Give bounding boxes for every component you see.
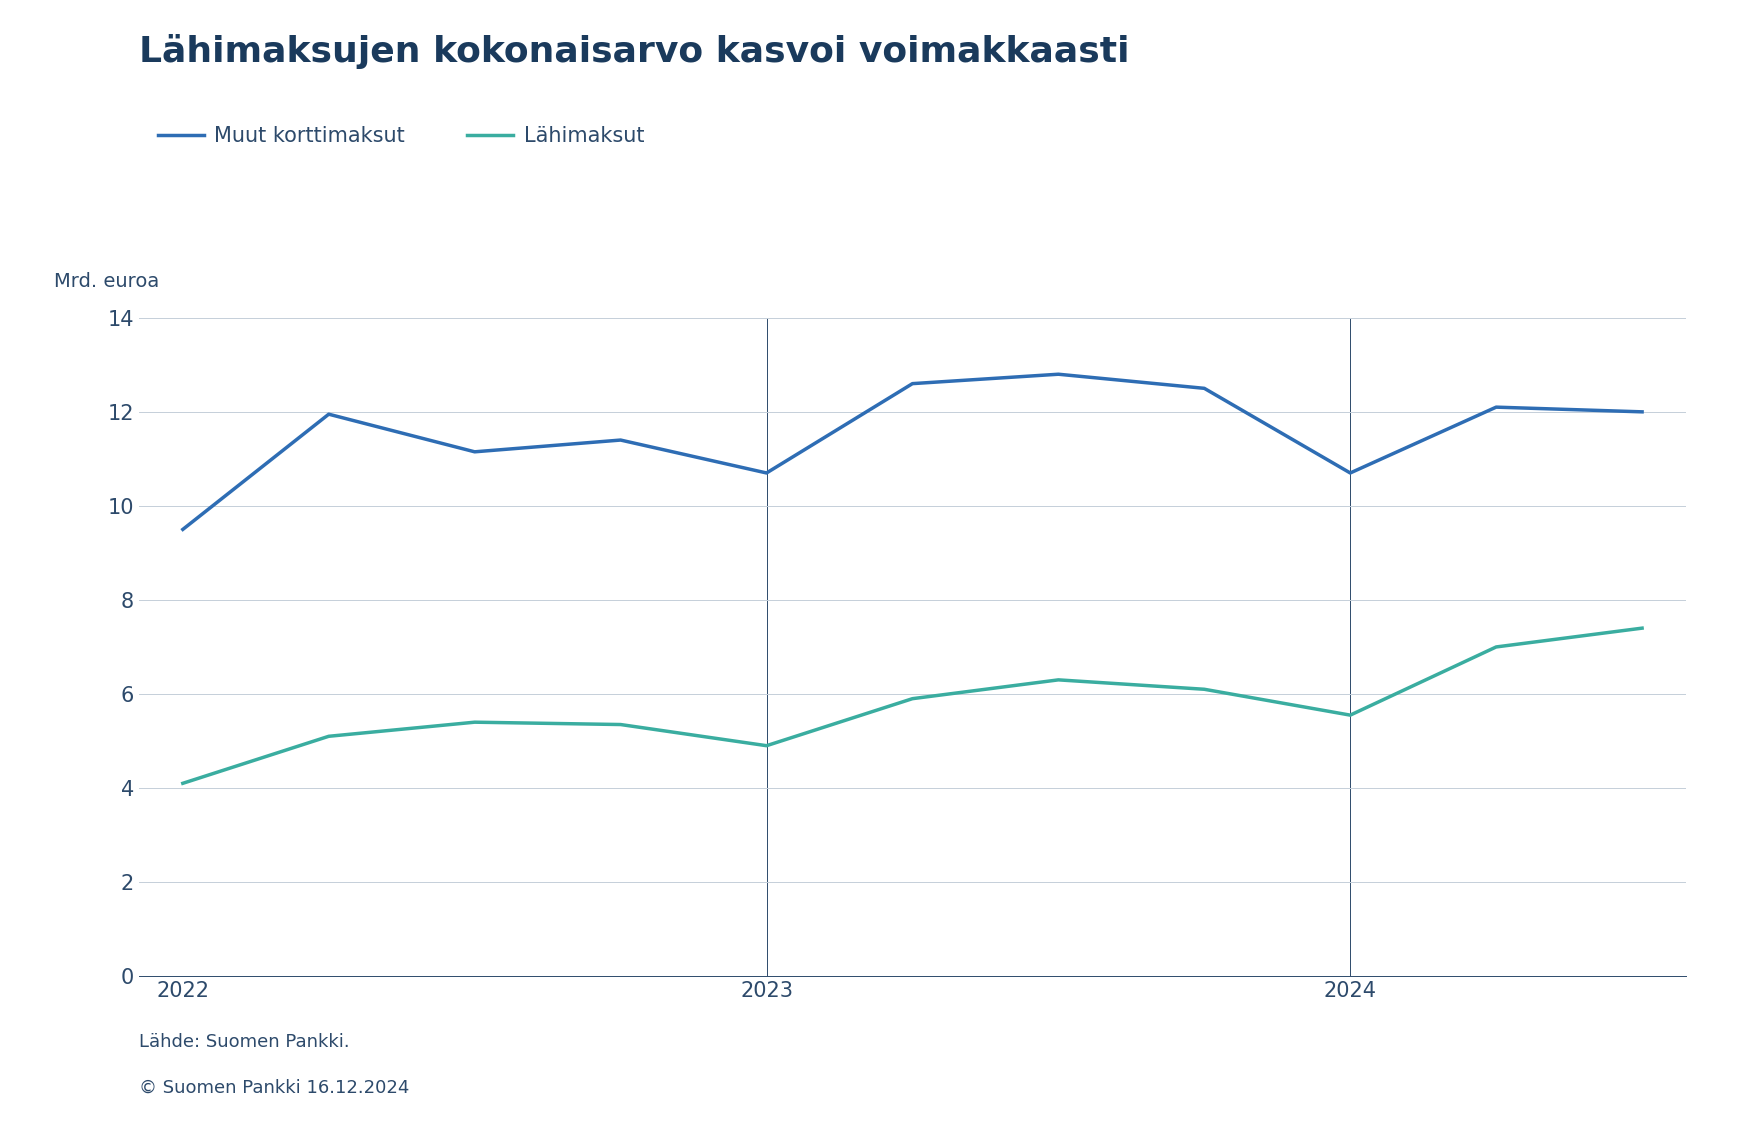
Muut korttimaksut xyxy=(1194,381,1215,395)
Lähimaksut xyxy=(610,717,631,731)
Lähimaksut xyxy=(902,692,923,706)
Line: Muut korttimaksut: Muut korttimaksut xyxy=(182,375,1642,529)
Muut korttimaksut xyxy=(1048,368,1069,381)
Muut korttimaksut xyxy=(902,377,923,390)
Text: Mrd. euroa: Mrd. euroa xyxy=(54,272,160,292)
Muut korttimaksut xyxy=(464,445,485,459)
Text: Lähde: Suomen Pankki.: Lähde: Suomen Pankki. xyxy=(139,1033,349,1051)
Muut korttimaksut xyxy=(1340,466,1361,480)
Lähimaksut xyxy=(1340,708,1361,722)
Legend: Muut korttimaksut, Lähimaksut: Muut korttimaksut, Lähimaksut xyxy=(149,118,652,154)
Text: © Suomen Pankki 16.12.2024: © Suomen Pankki 16.12.2024 xyxy=(139,1078,410,1096)
Lähimaksut xyxy=(756,739,777,753)
Muut korttimaksut xyxy=(1632,405,1653,419)
Line: Lähimaksut: Lähimaksut xyxy=(182,628,1642,783)
Muut korttimaksut xyxy=(610,434,631,447)
Muut korttimaksut xyxy=(172,522,193,536)
Muut korttimaksut xyxy=(1486,401,1507,414)
Lähimaksut xyxy=(1194,682,1215,696)
Muut korttimaksut xyxy=(756,466,777,480)
Lähimaksut xyxy=(172,776,193,790)
Lähimaksut xyxy=(1486,640,1507,654)
Lähimaksut xyxy=(1048,673,1069,687)
Lähimaksut xyxy=(464,715,485,729)
Muut korttimaksut xyxy=(318,407,339,421)
Lähimaksut xyxy=(1632,621,1653,634)
Lähimaksut xyxy=(318,730,339,743)
Text: Lähimaksujen kokonaisarvo kasvoi voimakkaasti: Lähimaksujen kokonaisarvo kasvoi voimakk… xyxy=(139,34,1130,69)
